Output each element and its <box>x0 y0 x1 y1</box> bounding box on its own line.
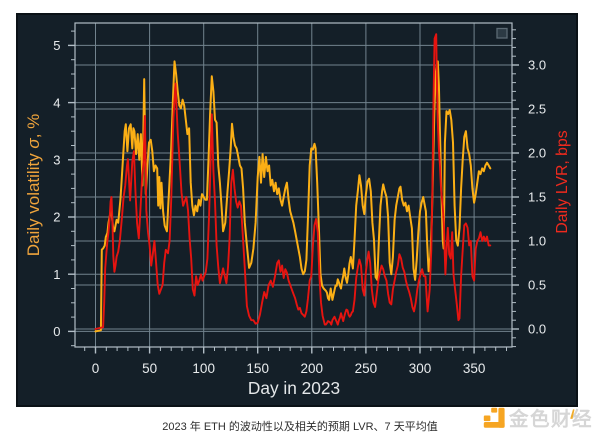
svg-text:1: 1 <box>53 267 60 282</box>
svg-text:Daily volatility σ, %: Daily volatility σ, % <box>24 114 43 257</box>
svg-text:Daily LVR, bps: Daily LVR, bps <box>554 130 571 233</box>
svg-text:5: 5 <box>53 38 60 53</box>
svg-text:1.5: 1.5 <box>528 190 546 205</box>
svg-text:2: 2 <box>53 210 60 225</box>
svg-text:3.0: 3.0 <box>528 58 546 73</box>
svg-text:0.0: 0.0 <box>528 322 546 337</box>
svg-text:350: 350 <box>463 361 486 376</box>
svg-text:250: 250 <box>355 361 378 376</box>
svg-text:金色财经: 金色财经 <box>508 408 593 431</box>
svg-text:4: 4 <box>53 95 60 110</box>
svg-text:50: 50 <box>142 361 157 376</box>
svg-text:2.0: 2.0 <box>528 146 546 161</box>
svg-text:2023 年 ETH 的波动性以及相关的预期 LVR、7 天: 2023 年 ETH 的波动性以及相关的预期 LVR、7 天平均值 <box>162 419 437 433</box>
svg-text:0: 0 <box>53 324 60 339</box>
svg-text:150: 150 <box>246 361 269 376</box>
svg-text:0: 0 <box>92 361 100 376</box>
svg-text:2.5: 2.5 <box>528 102 546 117</box>
svg-text:200: 200 <box>301 361 324 376</box>
svg-text:300: 300 <box>409 361 432 376</box>
svg-text:Day in 2023: Day in 2023 <box>248 378 340 398</box>
svg-text:1.0: 1.0 <box>528 234 546 249</box>
svg-text:100: 100 <box>192 361 215 376</box>
svg-text:0.5: 0.5 <box>528 278 546 293</box>
svg-text:3: 3 <box>53 153 60 168</box>
